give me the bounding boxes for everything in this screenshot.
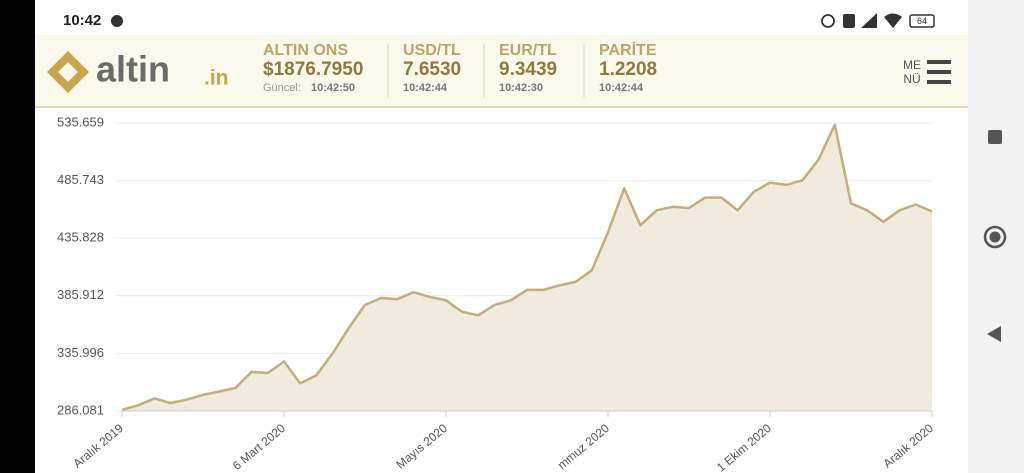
- status-bar: 10:42 64: [63, 12, 935, 29]
- menu-text: ME: [903, 58, 921, 72]
- signal-icon: [861, 13, 877, 28]
- menu-bar: [927, 70, 951, 74]
- y-tick-label: 385.912: [57, 287, 104, 302]
- home-button[interactable]: [983, 225, 1007, 249]
- ticker-label: PARİTE: [599, 41, 657, 59]
- header-bar: [35, 35, 968, 107]
- logo-text: altin: [96, 49, 170, 90]
- site-header: altin .in ALTIN ONS$1876.7950 Güncel: 10:4…: [35, 35, 968, 108]
- ticker[interactable]: USD/TL7.6530 10:42:44: [403, 42, 461, 94]
- ticker[interactable]: ALTIN ONS$1876.7950 Güncel: 10:42:50: [263, 42, 363, 94]
- y-tick-label: 485.743: [57, 172, 104, 187]
- ticker-label: EUR/TL: [499, 42, 557, 59]
- ticker-time: 10:42:44: [599, 82, 644, 94]
- ticker-value: $1876.7950: [263, 59, 363, 80]
- area-fill: [122, 124, 932, 412]
- home-button-dot: [989, 231, 1001, 243]
- logo-suffix: .in: [204, 67, 229, 90]
- battery-level: 64: [917, 16, 927, 26]
- logo[interactable]: altin .in: [47, 49, 229, 93]
- ticker-time: 10:42:50: [311, 82, 355, 94]
- wifi-icon: [884, 13, 902, 28]
- ticker-time: 10:42:44: [403, 82, 448, 94]
- ticker[interactable]: EUR/TL9.3439 10:42:30: [499, 42, 557, 94]
- battery-icon: [909, 14, 935, 28]
- back-button[interactable]: [987, 326, 1001, 342]
- ticker-list: ALTIN ONS$1876.7950 Güncel: 10:42:50 USD/TL…: [263, 41, 657, 98]
- y-tick-label: 435.828: [57, 230, 104, 245]
- ticker-value: 1.2208: [599, 59, 657, 80]
- recents-button[interactable]: [988, 130, 1002, 144]
- menu-bar: [927, 60, 951, 64]
- ticker-label: USD/TL: [403, 42, 461, 59]
- menu-text: NÜ: [903, 72, 920, 86]
- ticker-value: 9.3439: [499, 59, 557, 80]
- y-tick-label: 535.659: [57, 114, 104, 129]
- alarm-icon: [821, 14, 835, 28]
- price-line: [121, 123, 933, 412]
- ticker-label: ALTIN ONS: [263, 42, 348, 59]
- ticker-value: 7.6530: [403, 59, 461, 80]
- volte-icon: [843, 14, 855, 28]
- y-tick-label: 286.081: [57, 402, 104, 417]
- logo-mark-inner: [58, 62, 78, 82]
- ticker-time-label: Güncel:: [263, 82, 301, 94]
- clock: 10:42: [63, 12, 101, 29]
- notification-icon: [111, 15, 123, 27]
- menu-bar: [927, 80, 951, 84]
- y-tick-label: 335.996: [57, 345, 104, 360]
- ticker-time: 10:42:30: [499, 82, 543, 94]
- menu-button[interactable]: ME NÜ: [903, 58, 951, 86]
